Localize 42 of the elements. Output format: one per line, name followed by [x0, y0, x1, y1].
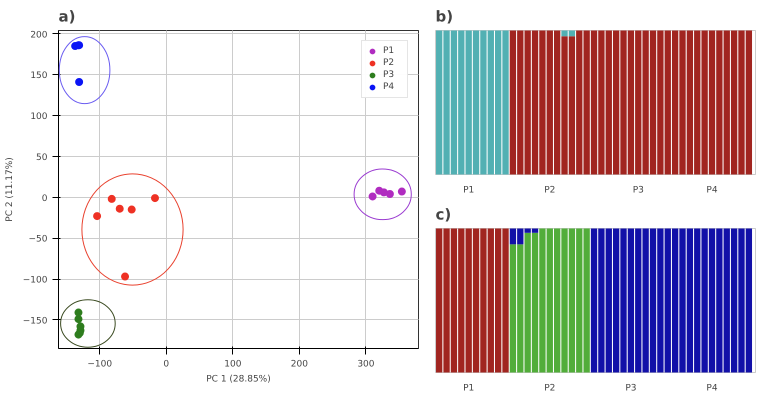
y-tick-label: 0 — [42, 194, 48, 204]
y-tick-label: 200 — [30, 30, 48, 40]
legend-label: P2 — [383, 58, 396, 68]
y-tick-label: −50 — [28, 234, 48, 245]
x-tick-label: P1 — [463, 384, 474, 394]
x-tick-label: P4 — [706, 186, 718, 196]
x-axis-title: PC 1 (28.85%) — [206, 374, 271, 384]
y-tick-label: −150 — [22, 316, 48, 326]
x-tick-label: P3 — [625, 384, 636, 394]
x-tick-label: 300 — [357, 360, 375, 370]
point — [128, 206, 136, 214]
point — [150, 194, 159, 202]
point — [93, 212, 102, 220]
point — [368, 192, 377, 200]
x-tick-label: −100 — [87, 360, 112, 370]
y-tick-label: 50 — [36, 152, 48, 163]
legend-label: P3 — [383, 70, 396, 80]
point — [116, 204, 124, 213]
chart-title: c) — [436, 206, 452, 224]
x-tick-label: P1 — [463, 186, 474, 196]
legend-label: P1 — [383, 46, 396, 56]
x-tick-label: P2 — [544, 384, 556, 394]
chart-title: b) — [436, 8, 454, 26]
x-tick-label: 100 — [224, 360, 242, 370]
y-tick-label: 150 — [30, 71, 48, 82]
chart-title: a) — [58, 8, 76, 26]
y-tick-label: 100 — [30, 112, 48, 122]
point — [108, 194, 116, 203]
y-tick-label: −100 — [22, 276, 48, 286]
x-tick-label: P2 — [544, 186, 556, 196]
x-tick-label: 0 — [163, 360, 170, 370]
legend-label: P4 — [383, 82, 396, 92]
point — [74, 315, 82, 324]
x-tick-label: P4 — [706, 384, 718, 394]
x-tick-label: P3 — [632, 186, 644, 196]
x-tick-label: 200 — [290, 360, 308, 370]
point — [75, 78, 84, 86]
point — [74, 308, 82, 317]
point — [398, 188, 406, 196]
point — [386, 190, 394, 198]
y-axis-title: PC 2 (11.17%) — [4, 157, 15, 222]
point — [121, 272, 130, 281]
